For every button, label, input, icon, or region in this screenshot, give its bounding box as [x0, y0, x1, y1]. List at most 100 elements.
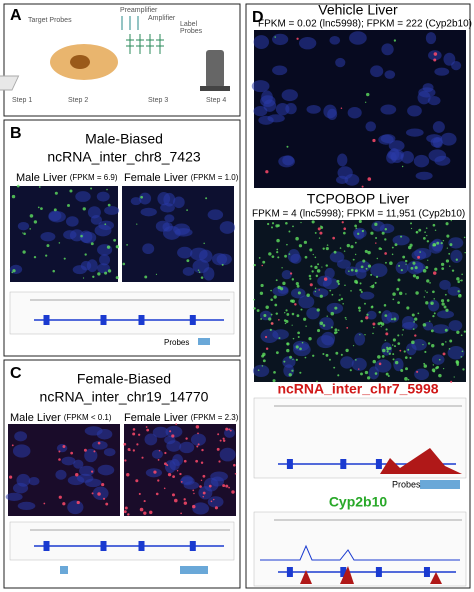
green-dot: [427, 342, 431, 345]
nucleus: [425, 32, 437, 45]
label: Target Probes: [28, 17, 72, 24]
nucleus: [318, 317, 334, 330]
red-dot: [261, 264, 264, 267]
green-dot: [446, 234, 450, 238]
green-dot: [455, 360, 459, 364]
green-dot: [285, 221, 288, 225]
green-dot: [345, 318, 347, 321]
green-dot: [303, 240, 308, 244]
green-dot: [448, 348, 451, 350]
green-dot: [317, 329, 321, 333]
green-dot: [400, 235, 403, 238]
green-dot: [385, 261, 387, 264]
green-dot: [286, 342, 290, 346]
green-dot: [295, 236, 299, 241]
green-dot: [423, 237, 426, 240]
nucleus: [69, 229, 84, 242]
red-dot: [225, 427, 229, 431]
green-dot: [384, 314, 388, 317]
green-dot: [12, 269, 16, 273]
green-dot: [342, 303, 344, 305]
green-dot: [464, 251, 466, 254]
red-dot: [157, 458, 160, 461]
green-dot: [392, 298, 395, 301]
green-dot: [391, 344, 394, 346]
nucleus: [67, 500, 84, 515]
green-dot: [400, 369, 404, 373]
green-dot: [330, 326, 333, 329]
nucleus: [90, 215, 102, 225]
nucleus: [392, 234, 410, 246]
exon: [43, 541, 50, 551]
probe-bar: [198, 338, 210, 345]
red-dot: [278, 319, 280, 321]
nucleus: [349, 31, 367, 45]
green-dot: [33, 220, 38, 224]
green-dot: [314, 290, 317, 293]
probe-bar: [420, 480, 460, 489]
green-dot: [316, 269, 321, 273]
green-dot: [113, 238, 117, 242]
green-dot: [382, 348, 386, 353]
green-dot: [297, 331, 300, 335]
green-dot: [259, 291, 264, 295]
nucleus: [407, 105, 422, 117]
green-dot: [305, 325, 307, 327]
red-dot: [183, 498, 186, 501]
green-dot: [417, 312, 420, 315]
fpkm: (FPKM = 1.0): [191, 173, 239, 182]
green-dot: [338, 299, 341, 302]
green-dot: [54, 191, 58, 195]
red-dot: [210, 500, 213, 503]
green-dot: [412, 328, 415, 330]
browser-track: [9, 291, 235, 335]
image-label: Male Liver (FPKM = 6.9): [16, 172, 118, 184]
green-dot: [364, 370, 369, 375]
green-dot: [370, 231, 374, 235]
green-dot: [429, 281, 431, 284]
green-dot: [461, 350, 464, 353]
green-dot: [281, 267, 283, 269]
green-dot: [272, 379, 276, 383]
green-dot: [463, 236, 466, 239]
nucleus: [443, 52, 456, 66]
green-dot: [339, 294, 341, 296]
green-dot: [270, 298, 273, 302]
red-dot: [155, 492, 159, 496]
nucleus: [336, 175, 349, 184]
green-dot: [296, 284, 300, 288]
nucleus: [298, 295, 315, 309]
exon: [189, 315, 196, 325]
green-dot: [366, 313, 369, 316]
fpkm: (FPKM = 6.9): [70, 173, 118, 182]
green-dot: [115, 245, 120, 249]
green-dot: [340, 297, 344, 301]
nucleus: [381, 310, 393, 324]
red-dot: [433, 52, 438, 56]
green-dot: [462, 368, 465, 371]
green-dot: [414, 266, 418, 270]
green-dot: [270, 313, 273, 316]
green-dot: [107, 203, 111, 207]
green-dot: [274, 303, 278, 307]
green-dot: [22, 250, 26, 254]
red-dot: [343, 227, 347, 231]
green-dot: [365, 101, 367, 103]
green-dot: [397, 334, 400, 337]
nucleus: [190, 247, 208, 261]
red-dot: [136, 443, 139, 446]
nucleus: [99, 254, 111, 266]
green-dot: [364, 249, 368, 253]
green-dot: [424, 231, 426, 234]
green-dot: [337, 374, 340, 377]
red-dot: [158, 449, 161, 452]
green-dot: [334, 306, 338, 310]
green-dot: [291, 278, 295, 281]
green-dot: [267, 222, 270, 226]
step-label: Step 3: [148, 97, 168, 104]
green-dot: [315, 274, 319, 278]
green-dot: [106, 245, 111, 249]
green-dot: [295, 345, 299, 349]
green-dot: [299, 371, 302, 374]
green-dot: [300, 308, 303, 311]
